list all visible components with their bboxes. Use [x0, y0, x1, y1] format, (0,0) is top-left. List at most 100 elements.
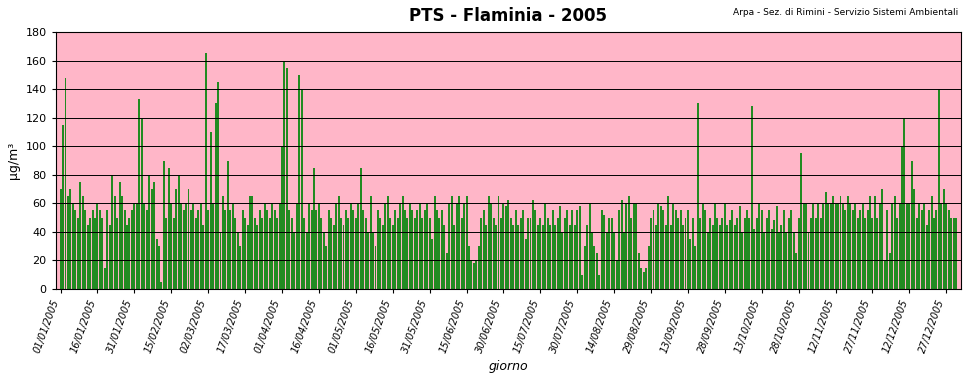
Bar	[75, 211, 76, 289]
Bar	[195, 218, 197, 289]
Bar	[172, 218, 175, 289]
Bar	[584, 246, 586, 289]
Bar	[737, 218, 739, 289]
Bar	[928, 211, 930, 289]
Bar	[729, 220, 731, 289]
Bar	[529, 218, 531, 289]
Bar	[340, 218, 342, 289]
Bar	[284, 60, 286, 289]
Bar	[333, 225, 335, 289]
Bar	[805, 203, 807, 289]
Bar	[384, 203, 386, 289]
Bar	[308, 203, 310, 289]
Bar	[834, 203, 836, 289]
Bar	[89, 218, 91, 289]
Bar	[185, 203, 187, 289]
Bar	[439, 218, 440, 289]
Bar	[557, 218, 559, 289]
Bar	[62, 125, 64, 289]
Bar	[495, 225, 497, 289]
Bar	[793, 232, 795, 289]
Bar	[601, 211, 603, 289]
Bar	[199, 203, 201, 289]
Bar	[116, 218, 118, 289]
Bar	[94, 218, 96, 289]
Bar	[512, 225, 514, 289]
Bar	[775, 206, 777, 289]
Bar	[153, 182, 155, 289]
Bar	[335, 203, 337, 289]
Bar	[323, 232, 325, 289]
Bar	[566, 211, 568, 289]
Bar	[815, 218, 817, 289]
Bar	[694, 246, 696, 289]
Bar	[367, 232, 369, 289]
Bar	[220, 232, 222, 289]
Bar	[394, 211, 396, 289]
Bar	[131, 211, 133, 289]
Bar	[807, 232, 809, 289]
Bar	[839, 196, 841, 289]
Bar	[593, 246, 595, 289]
Bar	[404, 211, 406, 289]
Bar	[684, 218, 686, 289]
Bar	[893, 196, 895, 289]
Bar	[655, 225, 657, 289]
Bar	[426, 203, 428, 289]
Bar	[266, 211, 268, 289]
Bar	[167, 168, 169, 289]
Bar	[537, 225, 539, 289]
Bar	[451, 196, 453, 289]
Bar	[581, 275, 583, 289]
Bar	[352, 211, 354, 289]
Bar	[751, 106, 753, 289]
Bar	[828, 203, 830, 289]
Bar	[234, 218, 236, 289]
Bar	[461, 218, 463, 289]
Bar	[862, 203, 863, 289]
Bar	[498, 196, 499, 289]
Bar	[466, 196, 468, 289]
Bar	[780, 225, 782, 289]
Bar	[166, 218, 167, 289]
Bar	[175, 189, 177, 289]
Bar	[648, 246, 650, 289]
Bar	[407, 218, 408, 289]
Bar	[687, 211, 689, 289]
Bar	[178, 175, 180, 289]
Bar	[635, 203, 637, 289]
Bar	[293, 232, 295, 289]
Bar	[810, 218, 812, 289]
Bar	[652, 211, 654, 289]
Bar	[680, 211, 681, 289]
Bar	[753, 229, 755, 289]
Bar	[113, 196, 116, 289]
Bar	[370, 196, 372, 289]
Bar	[532, 201, 534, 289]
Bar	[857, 218, 859, 289]
Bar	[129, 218, 131, 289]
Bar	[490, 203, 492, 289]
Bar	[596, 253, 598, 289]
Bar	[264, 203, 266, 289]
Bar	[769, 211, 771, 289]
Bar	[569, 225, 571, 289]
Bar	[692, 218, 694, 289]
Bar	[741, 232, 743, 289]
Bar	[527, 218, 529, 289]
Bar	[222, 196, 224, 289]
Bar	[343, 225, 345, 289]
Bar	[458, 196, 460, 289]
Bar	[345, 211, 347, 289]
Bar	[485, 225, 487, 289]
Bar	[348, 218, 349, 289]
Bar	[645, 268, 648, 289]
Bar	[510, 218, 512, 289]
Bar	[591, 232, 593, 289]
Bar	[746, 211, 748, 289]
Bar	[97, 203, 99, 289]
Bar	[906, 203, 908, 289]
Bar	[431, 239, 433, 289]
Bar	[111, 175, 113, 289]
Bar	[72, 203, 74, 289]
